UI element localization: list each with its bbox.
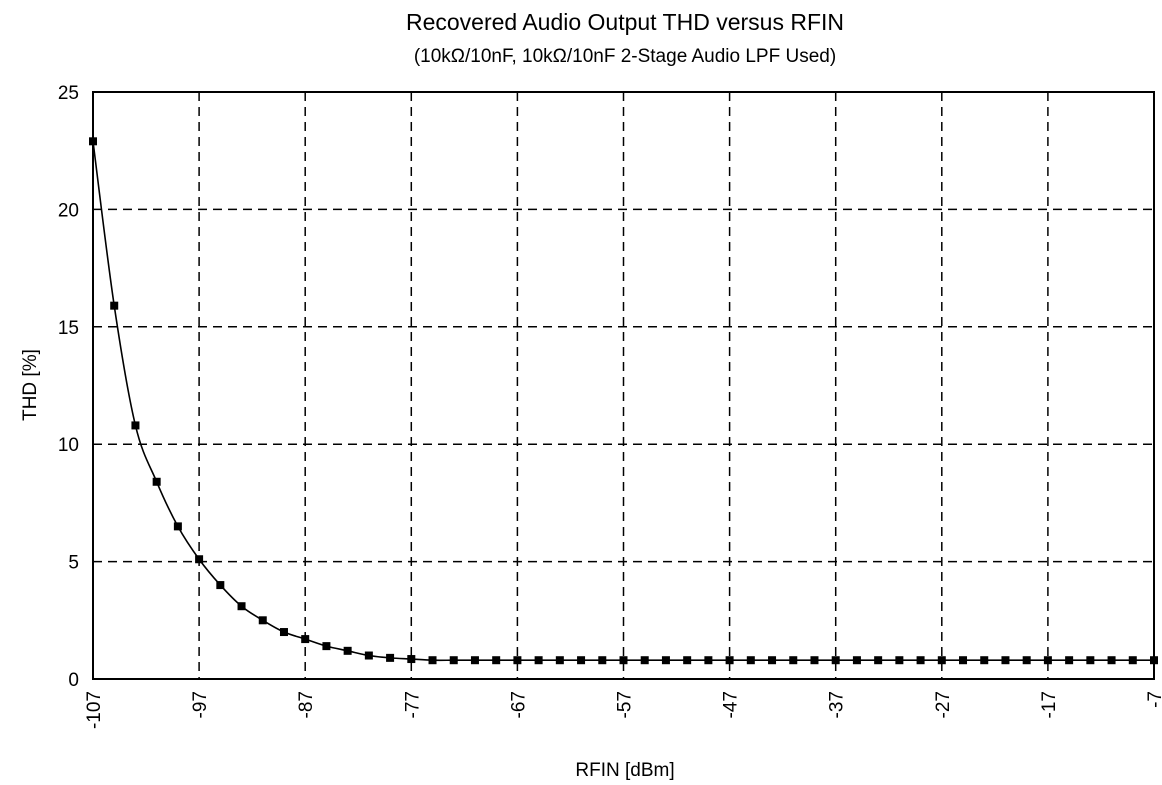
data-point (810, 656, 819, 665)
y-axis-label: THD [%] (20, 349, 41, 421)
data-point (598, 656, 607, 665)
data-point (513, 656, 522, 665)
data-point (619, 656, 628, 665)
data-point (661, 656, 670, 665)
x-tick-label: -57 (615, 691, 636, 718)
data-point (1086, 656, 1095, 665)
grid-lines (93, 92, 1154, 679)
data-point (322, 642, 331, 651)
data-point (1107, 656, 1116, 665)
x-tick-label: -87 (296, 691, 317, 718)
y-tick-labels: 0 5 10 15 20 25 (58, 83, 79, 691)
chart-title: Recovered Audio Output THD versus RFIN (406, 9, 844, 35)
x-tick-label: -97 (190, 691, 211, 718)
data-point (492, 656, 501, 665)
data-point (555, 656, 564, 665)
data-point (428, 656, 437, 665)
data-point (725, 656, 734, 665)
data-point (237, 602, 246, 611)
data-point (131, 421, 140, 430)
data-point (895, 656, 904, 665)
series-line (92, 141, 1154, 662)
y-tick-label: 10 (58, 435, 79, 456)
chart-subtitle: (10kΩ/10nF, 10kΩ/10nF 2-Stage Audio LPF … (414, 46, 836, 67)
data-series (89, 137, 1158, 665)
data-point (279, 628, 288, 637)
data-point (916, 656, 925, 665)
x-tick-label: -27 (933, 691, 954, 718)
data-point (534, 656, 543, 665)
data-point (704, 656, 713, 665)
data-point (216, 581, 225, 590)
data-point (258, 616, 267, 625)
data-point (1043, 656, 1052, 665)
x-tick-label: -67 (508, 691, 529, 718)
data-point (449, 656, 458, 665)
data-point (1128, 656, 1137, 665)
data-point (746, 656, 755, 665)
data-point (768, 656, 777, 665)
data-point (470, 656, 479, 665)
y-tick-label: 25 (58, 83, 79, 104)
x-tick-label: -7 (1145, 691, 1162, 708)
data-point (852, 656, 861, 665)
y-tick-label: 0 (68, 670, 79, 691)
data-point (831, 656, 840, 665)
x-tick-labels: -107 -97 -87 -77 -67 -57 -47 -37 -27 -17 -7 (84, 691, 1162, 729)
data-point (110, 301, 119, 310)
data-point (874, 656, 883, 665)
data-point (683, 656, 692, 665)
data-point (1001, 656, 1010, 665)
data-point (343, 646, 352, 655)
plot-frame (92, 91, 1155, 680)
data-point (152, 477, 161, 486)
data-point (364, 651, 373, 660)
data-point (577, 656, 586, 665)
x-tick-label: -107 (84, 691, 105, 729)
data-point (937, 656, 946, 665)
x-tick-label: -37 (827, 691, 848, 718)
data-point (407, 655, 416, 664)
x-tick-label: -47 (721, 691, 742, 718)
data-point (301, 635, 310, 644)
data-point (1022, 656, 1031, 665)
x-tick-label: -17 (1039, 691, 1060, 718)
data-point (195, 555, 204, 564)
y-tick-label: 15 (58, 318, 79, 339)
x-tick-label: -77 (402, 691, 423, 718)
y-tick-label: 5 (68, 553, 79, 574)
data-point (173, 522, 182, 531)
x-axis-label: RFIN [dBm] (575, 760, 674, 781)
data-point (980, 656, 989, 665)
data-point (1065, 656, 1074, 665)
data-point (640, 656, 649, 665)
y-tick-label: 20 (58, 200, 79, 221)
data-point (959, 656, 968, 665)
data-point (789, 656, 798, 665)
data-point (386, 653, 395, 662)
